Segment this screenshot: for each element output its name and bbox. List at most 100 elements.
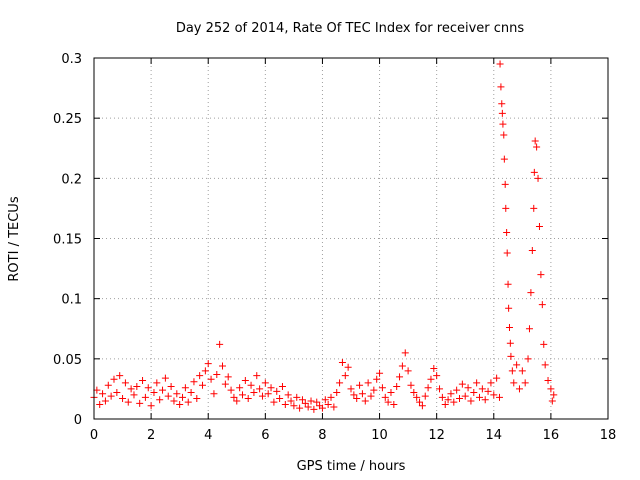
- data-point: [121, 379, 129, 387]
- data-point: [438, 393, 446, 401]
- data-point: [497, 83, 505, 91]
- data-point: [407, 381, 415, 389]
- data-point: [490, 391, 498, 399]
- data-point: [313, 398, 321, 406]
- data-point: [424, 384, 432, 392]
- data-point: [244, 395, 252, 403]
- data-point: [396, 373, 404, 381]
- data-point: [287, 397, 295, 405]
- data-point: [418, 402, 426, 410]
- data-point: [101, 397, 109, 405]
- data-point: [130, 391, 138, 399]
- data-point: [173, 390, 181, 398]
- data-point: [390, 401, 398, 409]
- data-point: [318, 404, 326, 412]
- data-point: [441, 401, 449, 409]
- data-point: [96, 401, 104, 409]
- data-point: [196, 372, 204, 380]
- data-point: [370, 386, 378, 394]
- data-point: [464, 384, 472, 392]
- data-point: [199, 381, 207, 389]
- data-point: [481, 396, 489, 404]
- data-point: [504, 280, 512, 288]
- data-point: [210, 390, 218, 398]
- data-point: [495, 393, 503, 401]
- data-point: [378, 384, 386, 392]
- data-point: [537, 271, 545, 279]
- data-point: [221, 380, 229, 388]
- data-point: [496, 60, 504, 68]
- data-point: [401, 349, 409, 357]
- data-point: [421, 392, 429, 400]
- data-point: [161, 374, 169, 382]
- data-point: [150, 389, 158, 397]
- data-point: [241, 376, 249, 384]
- data-point: [176, 401, 184, 409]
- data-point: [238, 391, 246, 399]
- data-point: [525, 325, 533, 333]
- data-point: [470, 389, 478, 397]
- data-point: [110, 375, 118, 383]
- data-point: [547, 385, 555, 393]
- data-point: [278, 383, 286, 391]
- data-point: [107, 392, 115, 400]
- x-tick-label: 4: [204, 428, 212, 443]
- data-point: [473, 379, 481, 387]
- data-point: [381, 393, 389, 401]
- data-point: [219, 362, 226, 370]
- x-tick-label: 8: [318, 428, 326, 443]
- data-point: [181, 384, 189, 392]
- data-point: [503, 228, 511, 236]
- data-point: [487, 379, 495, 387]
- data-point: [548, 397, 556, 405]
- y-tick-label: 0.2: [61, 172, 82, 187]
- data-point: [456, 395, 464, 403]
- data-point: [293, 393, 301, 401]
- data-point: [213, 370, 221, 378]
- data-point: [393, 383, 401, 391]
- data-point: [164, 392, 172, 400]
- data-point: [498, 109, 506, 117]
- y-tick-label: 0.05: [53, 353, 82, 368]
- data-point: [336, 379, 344, 387]
- y-tick-label: 0.15: [53, 233, 82, 248]
- x-tick-label: 6: [261, 428, 269, 443]
- data-point: [264, 390, 272, 398]
- data-point: [296, 404, 304, 412]
- data-point: [290, 402, 298, 410]
- data-point: [530, 168, 538, 176]
- data-point: [515, 385, 523, 393]
- data-point: [133, 383, 141, 391]
- data-point: [416, 398, 424, 406]
- data-point: [247, 381, 255, 389]
- data-point: [144, 384, 152, 392]
- data-point: [513, 361, 521, 369]
- data-point: [506, 339, 514, 347]
- data-point: [544, 376, 552, 384]
- data-point: [550, 391, 558, 399]
- y-tick-label: 0.1: [61, 293, 82, 308]
- data-point: [541, 361, 549, 369]
- data-point: [373, 375, 381, 383]
- data-point: [450, 398, 458, 406]
- data-point: [99, 390, 107, 398]
- data-point: [540, 340, 548, 348]
- data-point: [531, 137, 539, 145]
- data-point: [500, 155, 508, 163]
- data-point: [224, 373, 232, 381]
- data-point: [256, 385, 264, 393]
- data-point: [116, 372, 124, 380]
- data-point: [159, 386, 167, 394]
- data-point: [458, 380, 466, 388]
- x-tick-label: 12: [428, 428, 445, 443]
- y-axis-label: ROTI / TECUs: [7, 196, 22, 281]
- data-point: [358, 390, 366, 398]
- data-point: [353, 395, 361, 403]
- data-point: [304, 403, 312, 411]
- data-point: [261, 379, 269, 387]
- data-point: [387, 389, 395, 397]
- y-tick-label: 0: [74, 413, 82, 428]
- data-point: [527, 289, 535, 297]
- data-point: [139, 376, 147, 384]
- data-point: [136, 399, 144, 407]
